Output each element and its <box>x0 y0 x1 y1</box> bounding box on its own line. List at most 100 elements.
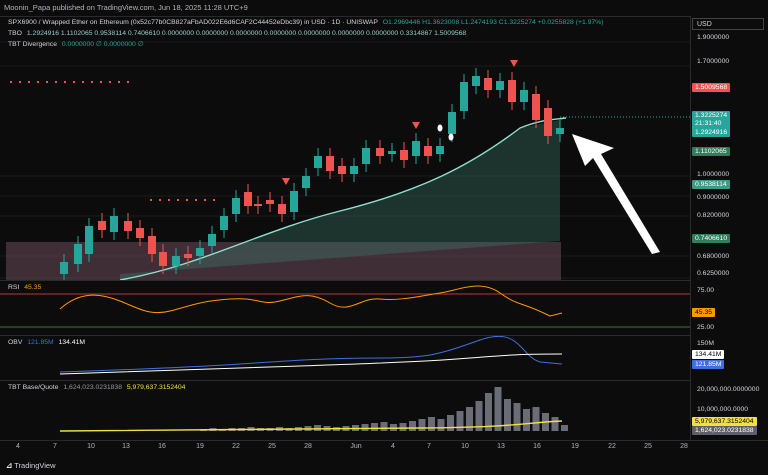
candle-body <box>244 192 252 206</box>
candle-body <box>314 156 322 168</box>
candle-body <box>266 200 274 204</box>
price-tick: 0.8200000 <box>697 212 730 219</box>
tbt-bar <box>561 425 568 431</box>
tbt-bar <box>475 401 483 431</box>
rsi-pane[interactable]: RSI 45.35 <box>0 281 690 335</box>
candle-body <box>290 191 298 212</box>
sell-triangle <box>412 122 420 129</box>
tbt-bar <box>532 407 540 431</box>
time-axis-label: 25 <box>268 443 276 450</box>
obv-pane[interactable]: OBV 121.85M 134.41M <box>0 336 690 380</box>
price-tag-red: 1.5009568 <box>692 83 731 92</box>
red-dot <box>91 81 93 83</box>
candle-body <box>424 146 432 156</box>
tbt-bar <box>409 421 416 431</box>
candle-body <box>544 108 552 136</box>
candle-chart[interactable] <box>0 16 690 280</box>
candle-body <box>302 176 310 188</box>
symbol-legend[interactable]: SPX6900 / Wrapped Ether on Ethereum (0x5… <box>8 19 606 26</box>
candle-body <box>532 94 540 120</box>
obv-chart <box>59 336 563 375</box>
tbt-bar <box>551 417 559 431</box>
price-tag-tbo1: 1.2924916 <box>692 128 731 137</box>
divergence-label[interactable]: TBT Divergence <box>8 41 57 48</box>
candle-body <box>484 78 492 90</box>
obv-separator <box>0 335 768 336</box>
tbt-bar <box>361 424 369 431</box>
tbt-value-1: 1,624,023.0231838 <box>63 384 122 391</box>
price-tag-tbo3: 0.9538114 <box>692 180 730 189</box>
candle-body <box>460 82 468 111</box>
rsi-tag: 45.35 <box>692 308 716 317</box>
candle-body <box>412 141 420 156</box>
tbt-legend[interactable]: TBT Base/Quote 1,624,023.0231838 5,979,6… <box>8 384 188 391</box>
price-axis[interactable] <box>690 16 768 440</box>
candle-body <box>362 148 370 164</box>
published-header: Moonin_Papa published on TradingView.com… <box>0 0 768 16</box>
tbo-label[interactable]: TBO <box>8 30 22 37</box>
tradingview-logo-icon[interactable]: ⊿ <box>6 461 13 470</box>
candle-body <box>208 234 216 246</box>
price-tick: 1.9000000 <box>697 34 730 41</box>
tbt-value-2: 5,979,637.3152404 <box>126 384 186 391</box>
candle-body <box>278 204 286 214</box>
candle-body <box>136 228 144 238</box>
time-axis-label: 7 <box>53 443 57 450</box>
price-tick: 0.6250000 <box>697 270 730 277</box>
red-dot <box>28 81 30 83</box>
candle-body <box>556 128 564 134</box>
red-dot <box>186 199 188 201</box>
time-axis-label: 25 <box>644 443 652 450</box>
candle-body <box>350 166 358 174</box>
time-axis-label: 16 <box>158 443 166 450</box>
tbt-bar <box>504 399 511 431</box>
footer[interactable]: ⊿ TradingView <box>0 456 768 475</box>
obv-ma-line <box>59 353 563 375</box>
tbt-pane[interactable]: TBT Base/Quote 1,624,023.0231838 5,979,6… <box>0 381 690 435</box>
rsi-value: 45.35 <box>24 284 42 291</box>
candle-body <box>220 216 228 230</box>
rsi-legend[interactable]: RSI 45.35 <box>8 284 44 291</box>
tbt-bar <box>314 425 321 431</box>
price-tag-tbo2: 1.1102065 <box>692 147 730 156</box>
tbt-tag-2: 5,979,637.3152404 <box>692 417 757 426</box>
candle-body <box>520 90 528 102</box>
obv-tag-2: 134.41M <box>692 350 725 359</box>
obv-label[interactable]: OBV <box>8 339 23 346</box>
buy-marker <box>437 124 443 132</box>
symbol-title[interactable]: SPX6900 / Wrapped Ether on Ethereum (0x5… <box>8 19 378 26</box>
obv-legend[interactable]: OBV 121.85M 134.41M <box>8 339 88 346</box>
candle-body <box>326 156 334 171</box>
brand-label[interactable]: TradingView <box>14 461 56 470</box>
candle-body <box>74 244 82 264</box>
tbt-label[interactable]: TBT Base/Quote <box>8 384 59 391</box>
red-dot <box>10 81 12 83</box>
top-separator <box>0 16 768 17</box>
sell-triangle <box>282 178 290 185</box>
tbo-legend[interactable]: TBO 1.2924916 1.1102065 0.9538114 0.7406… <box>8 30 469 37</box>
candle-body <box>254 204 262 206</box>
red-dot <box>204 199 206 201</box>
candle-body <box>60 262 68 274</box>
time-axis-label: 22 <box>232 443 240 450</box>
currency-button[interactable]: USD <box>692 18 764 30</box>
price-pane[interactable]: SPX6900 / Wrapped Ether on Ethereum (0x5… <box>0 16 690 280</box>
rsi-label[interactable]: RSI <box>8 284 20 291</box>
candle-body <box>436 146 444 154</box>
red-dot <box>177 199 179 201</box>
candle-body <box>472 76 480 86</box>
tbt-chart <box>59 387 568 432</box>
divergence-legend[interactable]: TBT Divergence 0.0000000 ∅ 0.0000000 ∅ <box>8 40 147 48</box>
red-dot <box>73 81 75 83</box>
rsi-line <box>59 285 563 317</box>
candle-body <box>400 150 408 160</box>
candle-body <box>148 236 156 254</box>
candle-body <box>376 148 384 156</box>
time-axis-label: 16 <box>533 443 541 450</box>
time-axis-label: 7 <box>427 443 431 450</box>
time-axis-separator <box>0 440 768 441</box>
obv-tag-1: 121.85M <box>692 360 725 369</box>
candle-body <box>98 221 106 230</box>
price-tick: 1.0000000 <box>697 171 730 178</box>
red-dot <box>118 81 120 83</box>
